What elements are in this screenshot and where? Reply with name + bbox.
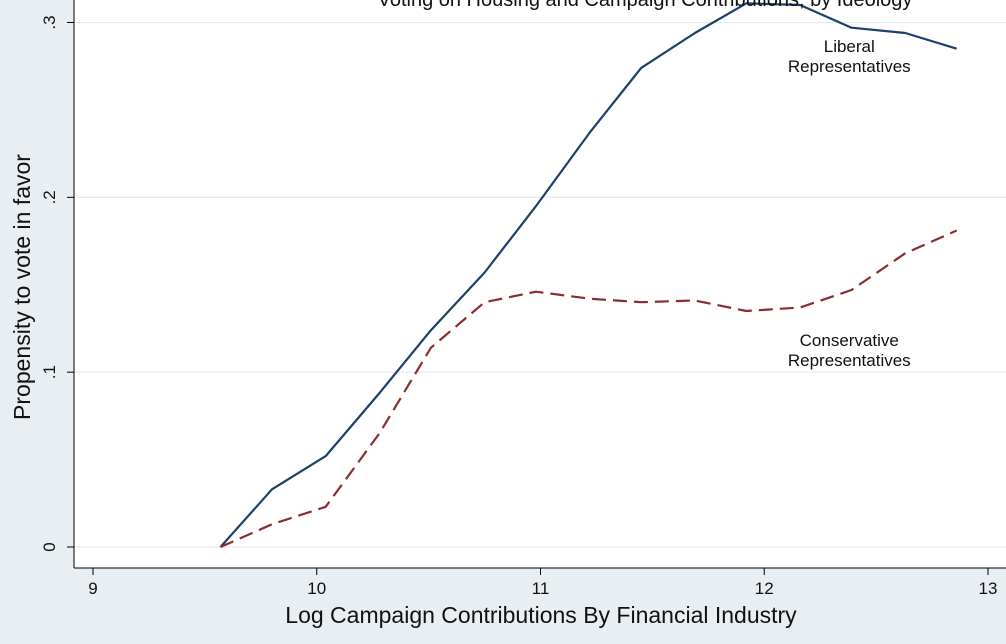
plot-area <box>74 0 1006 568</box>
x-tick-label-2: 11 <box>532 579 550 598</box>
x-tick-label-1: 10 <box>307 579 326 598</box>
tick-marks: 0 .1 .2 .3 9 10 11 12 13 <box>40 15 997 598</box>
series-label-1: Conservative Representatives <box>788 331 911 370</box>
series-lines <box>219 2 958 549</box>
x-tick-label-3: 12 <box>755 579 774 598</box>
series-label-0: Liberal Representatives <box>788 37 911 76</box>
x-axis-title: Log Campaign Contributions By Financial … <box>285 602 797 628</box>
y-tick-label-2: .2 <box>40 190 59 204</box>
chart-title: Voting on Housing and Campaign Contribut… <box>378 0 913 11</box>
series-label-line: Representatives <box>788 57 911 76</box>
y-tick-label-0: 0 <box>40 542 59 551</box>
series-label-line: Liberal <box>824 37 875 56</box>
y-tick-label-3: .3 <box>40 15 59 29</box>
series-line-liberal-representatives <box>219 2 958 548</box>
series-label-line: Representatives <box>788 351 911 370</box>
y-axis-title: Propensity to vote in favor <box>9 154 35 420</box>
x-tick-label-4: 13 <box>979 579 998 598</box>
y-tick-label-1: .1 <box>40 365 59 379</box>
x-tick-label-0: 9 <box>88 579 97 598</box>
series-label-line: Conservative <box>800 331 899 350</box>
grid-lines <box>74 21 1006 548</box>
